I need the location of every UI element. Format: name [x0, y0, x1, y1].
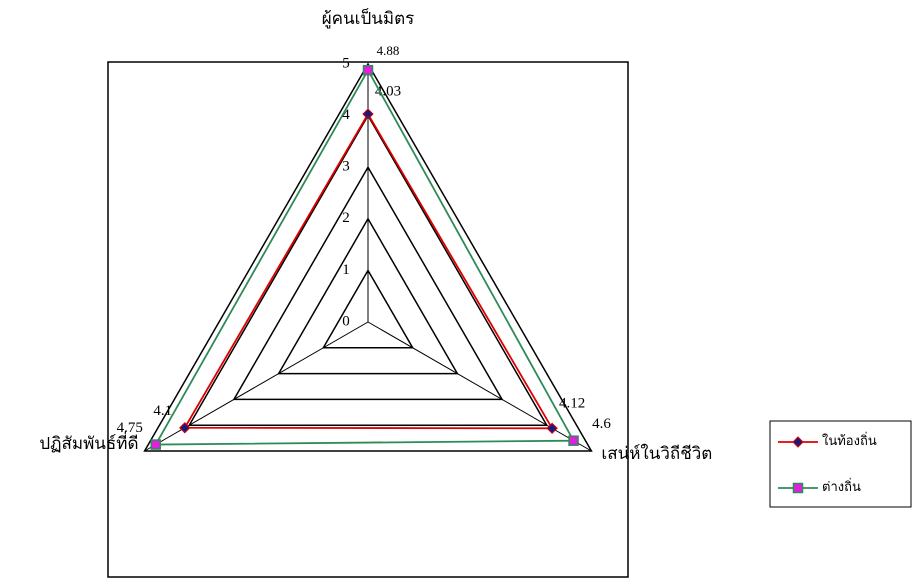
marker: [546, 422, 558, 435]
value-label: 4.1: [153, 403, 172, 419]
grid-ring: [187, 114, 549, 426]
plot-frame: [107, 61, 629, 578]
r-tick-label: 1: [342, 262, 350, 278]
series-line: [154, 68, 576, 446]
r-tick-label: 0: [342, 313, 350, 329]
marker: [362, 64, 374, 76]
grid-ring: [322, 268, 414, 349]
grid-ring: [277, 217, 459, 375]
legend-label: ต่างถิ่น: [822, 478, 861, 494]
value-label: 4.88: [377, 43, 400, 58]
r-tick-label: 4: [342, 107, 350, 123]
r-tick-label: 3: [342, 159, 350, 175]
series-line: [183, 112, 554, 430]
r-tick-label: 5: [342, 55, 350, 71]
legend-marker: [792, 482, 804, 494]
marker: [179, 422, 191, 434]
grid-ring: [232, 165, 504, 401]
grid-ring: [143, 62, 593, 452]
value-label: 4.12: [559, 396, 585, 412]
legend-marker: [792, 436, 804, 448]
value-label: 4.6: [592, 416, 611, 432]
marker: [150, 439, 161, 450]
category-label: ปฏิสัมพันธ์ที่ดี: [39, 431, 138, 453]
category-label: เสน่ห์ในวิถีชีวิต: [601, 443, 712, 463]
spoke: [144, 321, 369, 452]
legend-label: ในท้องถิ่น: [822, 432, 877, 448]
spoke: [367, 321, 592, 452]
marker: [362, 108, 374, 120]
marker: [568, 435, 579, 446]
category-label: ผู้คนเป็นมิตร: [322, 7, 415, 29]
r-tick-label: 2: [342, 210, 350, 226]
value-label: 4.75: [117, 420, 143, 436]
